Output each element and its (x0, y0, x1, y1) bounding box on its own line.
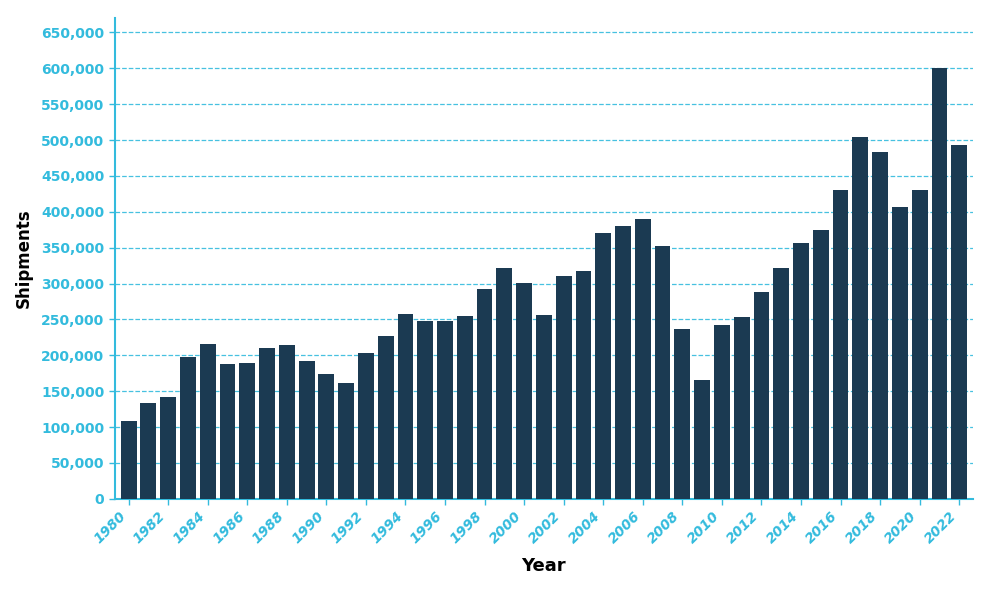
Bar (734, 317, 749, 499)
Bar (259, 348, 275, 499)
Bar (675, 329, 691, 499)
Bar (773, 268, 789, 499)
Bar (318, 374, 334, 499)
Bar (655, 246, 671, 499)
Bar (635, 219, 651, 499)
Bar (695, 380, 710, 499)
Bar (536, 315, 552, 499)
Bar (912, 190, 927, 499)
Bar (278, 345, 294, 499)
Bar (832, 190, 848, 499)
Bar (338, 383, 354, 499)
Bar (477, 289, 492, 499)
Bar (378, 336, 393, 499)
Bar (852, 136, 868, 499)
Bar (496, 268, 512, 499)
Bar (872, 151, 888, 499)
Bar (753, 291, 769, 499)
Bar (931, 68, 947, 499)
Bar (596, 233, 611, 499)
Bar (180, 357, 196, 499)
Bar (615, 226, 631, 499)
Bar (161, 397, 176, 499)
Bar (298, 361, 314, 499)
Bar (457, 316, 473, 499)
Bar (556, 276, 572, 499)
Bar (951, 145, 967, 499)
Bar (793, 243, 809, 499)
Bar (397, 314, 413, 499)
Bar (358, 353, 374, 499)
Bar (141, 403, 157, 499)
Bar (121, 421, 137, 499)
Bar (240, 363, 255, 499)
Bar (892, 207, 908, 499)
Y-axis label: Shipments: Shipments (15, 209, 33, 308)
Bar (220, 364, 236, 499)
Bar (417, 322, 433, 499)
Bar (812, 230, 828, 499)
Bar (576, 271, 592, 499)
Bar (516, 284, 532, 499)
X-axis label: Year: Year (522, 558, 566, 576)
Bar (200, 344, 216, 499)
Bar (437, 321, 453, 499)
Bar (714, 325, 730, 499)
